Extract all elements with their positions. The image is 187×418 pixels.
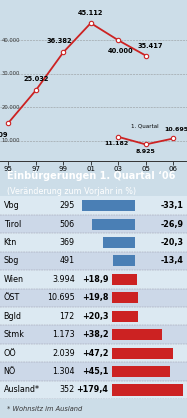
Text: +20,3: +20,3 bbox=[82, 312, 108, 321]
Text: -13,4: -13,4 bbox=[160, 257, 183, 265]
Text: +179,4: +179,4 bbox=[77, 385, 108, 395]
Text: OÖ: OÖ bbox=[4, 349, 16, 358]
Text: Tirol: Tirol bbox=[4, 219, 21, 229]
Text: 352: 352 bbox=[59, 385, 75, 395]
Text: 3.994: 3.994 bbox=[52, 275, 75, 284]
Text: 11.182: 11.182 bbox=[105, 141, 129, 146]
Text: 15.309: 15.309 bbox=[0, 132, 8, 138]
Text: -33,1: -33,1 bbox=[160, 201, 183, 210]
Text: 10.695: 10.695 bbox=[164, 127, 187, 133]
Text: 40.000: 40.000 bbox=[1, 38, 20, 43]
Bar bbox=[82, 200, 135, 211]
Text: 20.000: 20.000 bbox=[1, 105, 20, 110]
Text: 30.000: 30.000 bbox=[1, 71, 20, 76]
Text: 1. Quartal: 1. Quartal bbox=[131, 123, 158, 128]
Bar bbox=[0, 252, 187, 270]
Text: Ktn: Ktn bbox=[4, 238, 17, 247]
Bar bbox=[0, 307, 187, 326]
Point bbox=[62, 49, 65, 56]
Point bbox=[117, 133, 120, 140]
Text: 491: 491 bbox=[60, 257, 75, 265]
Text: NÖ: NÖ bbox=[4, 367, 16, 376]
Bar bbox=[0, 326, 187, 344]
Bar bbox=[112, 329, 162, 340]
Text: 369: 369 bbox=[60, 238, 75, 247]
Bar bbox=[114, 255, 135, 267]
Point bbox=[172, 135, 175, 142]
Bar bbox=[0, 288, 187, 307]
Text: Einbürgerungen 1. Quartal ‘06: Einbürgerungen 1. Quartal ‘06 bbox=[7, 171, 176, 181]
Text: 36.382: 36.382 bbox=[46, 38, 72, 44]
Point bbox=[7, 120, 10, 126]
Text: 172: 172 bbox=[59, 312, 75, 321]
Bar bbox=[0, 196, 187, 215]
Text: 506: 506 bbox=[60, 219, 75, 229]
Point bbox=[144, 141, 147, 148]
Text: 2.039: 2.039 bbox=[52, 349, 75, 358]
Text: +19,8: +19,8 bbox=[82, 293, 108, 302]
Text: Ausland*: Ausland* bbox=[4, 385, 40, 395]
Bar bbox=[0, 233, 187, 252]
Bar bbox=[112, 292, 138, 303]
Bar bbox=[0, 270, 187, 288]
Bar bbox=[0, 381, 187, 399]
Text: 25.032: 25.032 bbox=[23, 76, 48, 82]
Text: 1.304: 1.304 bbox=[52, 367, 75, 376]
Bar bbox=[0, 362, 187, 381]
Text: 295: 295 bbox=[59, 201, 75, 210]
Text: Wien: Wien bbox=[4, 275, 24, 284]
Point bbox=[34, 87, 37, 94]
Text: -20,3: -20,3 bbox=[160, 238, 183, 247]
Bar bbox=[112, 366, 171, 377]
Bar bbox=[92, 219, 135, 229]
Text: +45,1: +45,1 bbox=[82, 367, 108, 376]
Text: -26,9: -26,9 bbox=[160, 219, 183, 229]
Point bbox=[89, 20, 92, 26]
Text: 45.112: 45.112 bbox=[78, 10, 103, 16]
Bar bbox=[112, 385, 183, 395]
Text: Vbg: Vbg bbox=[4, 201, 19, 210]
Point bbox=[117, 37, 120, 43]
Text: Stmk: Stmk bbox=[4, 330, 25, 339]
Text: 8.925: 8.925 bbox=[136, 149, 156, 154]
Text: +38,2: +38,2 bbox=[82, 330, 108, 339]
Bar bbox=[112, 274, 137, 285]
Text: +47,2: +47,2 bbox=[82, 349, 108, 358]
Text: Bgld: Bgld bbox=[4, 312, 22, 321]
Text: ÖST: ÖST bbox=[4, 293, 20, 302]
Text: 10.695: 10.695 bbox=[47, 293, 75, 302]
Bar bbox=[0, 344, 187, 362]
Text: 40.000: 40.000 bbox=[108, 48, 134, 54]
Bar bbox=[112, 348, 173, 359]
Point bbox=[144, 52, 147, 59]
Bar bbox=[0, 215, 187, 233]
Text: (Veränderung zum Vorjahr in %): (Veränderung zum Vorjahr in %) bbox=[7, 186, 137, 196]
Text: Sbg: Sbg bbox=[4, 257, 19, 265]
Bar bbox=[112, 311, 138, 322]
Bar bbox=[102, 237, 135, 248]
Text: 1.173: 1.173 bbox=[52, 330, 75, 339]
Text: +18,9: +18,9 bbox=[82, 275, 108, 284]
Text: * Wohnsitz im Ausland: * Wohnsitz im Ausland bbox=[7, 405, 83, 412]
Text: 10.000: 10.000 bbox=[1, 138, 20, 143]
Text: 35.417: 35.417 bbox=[137, 43, 163, 49]
